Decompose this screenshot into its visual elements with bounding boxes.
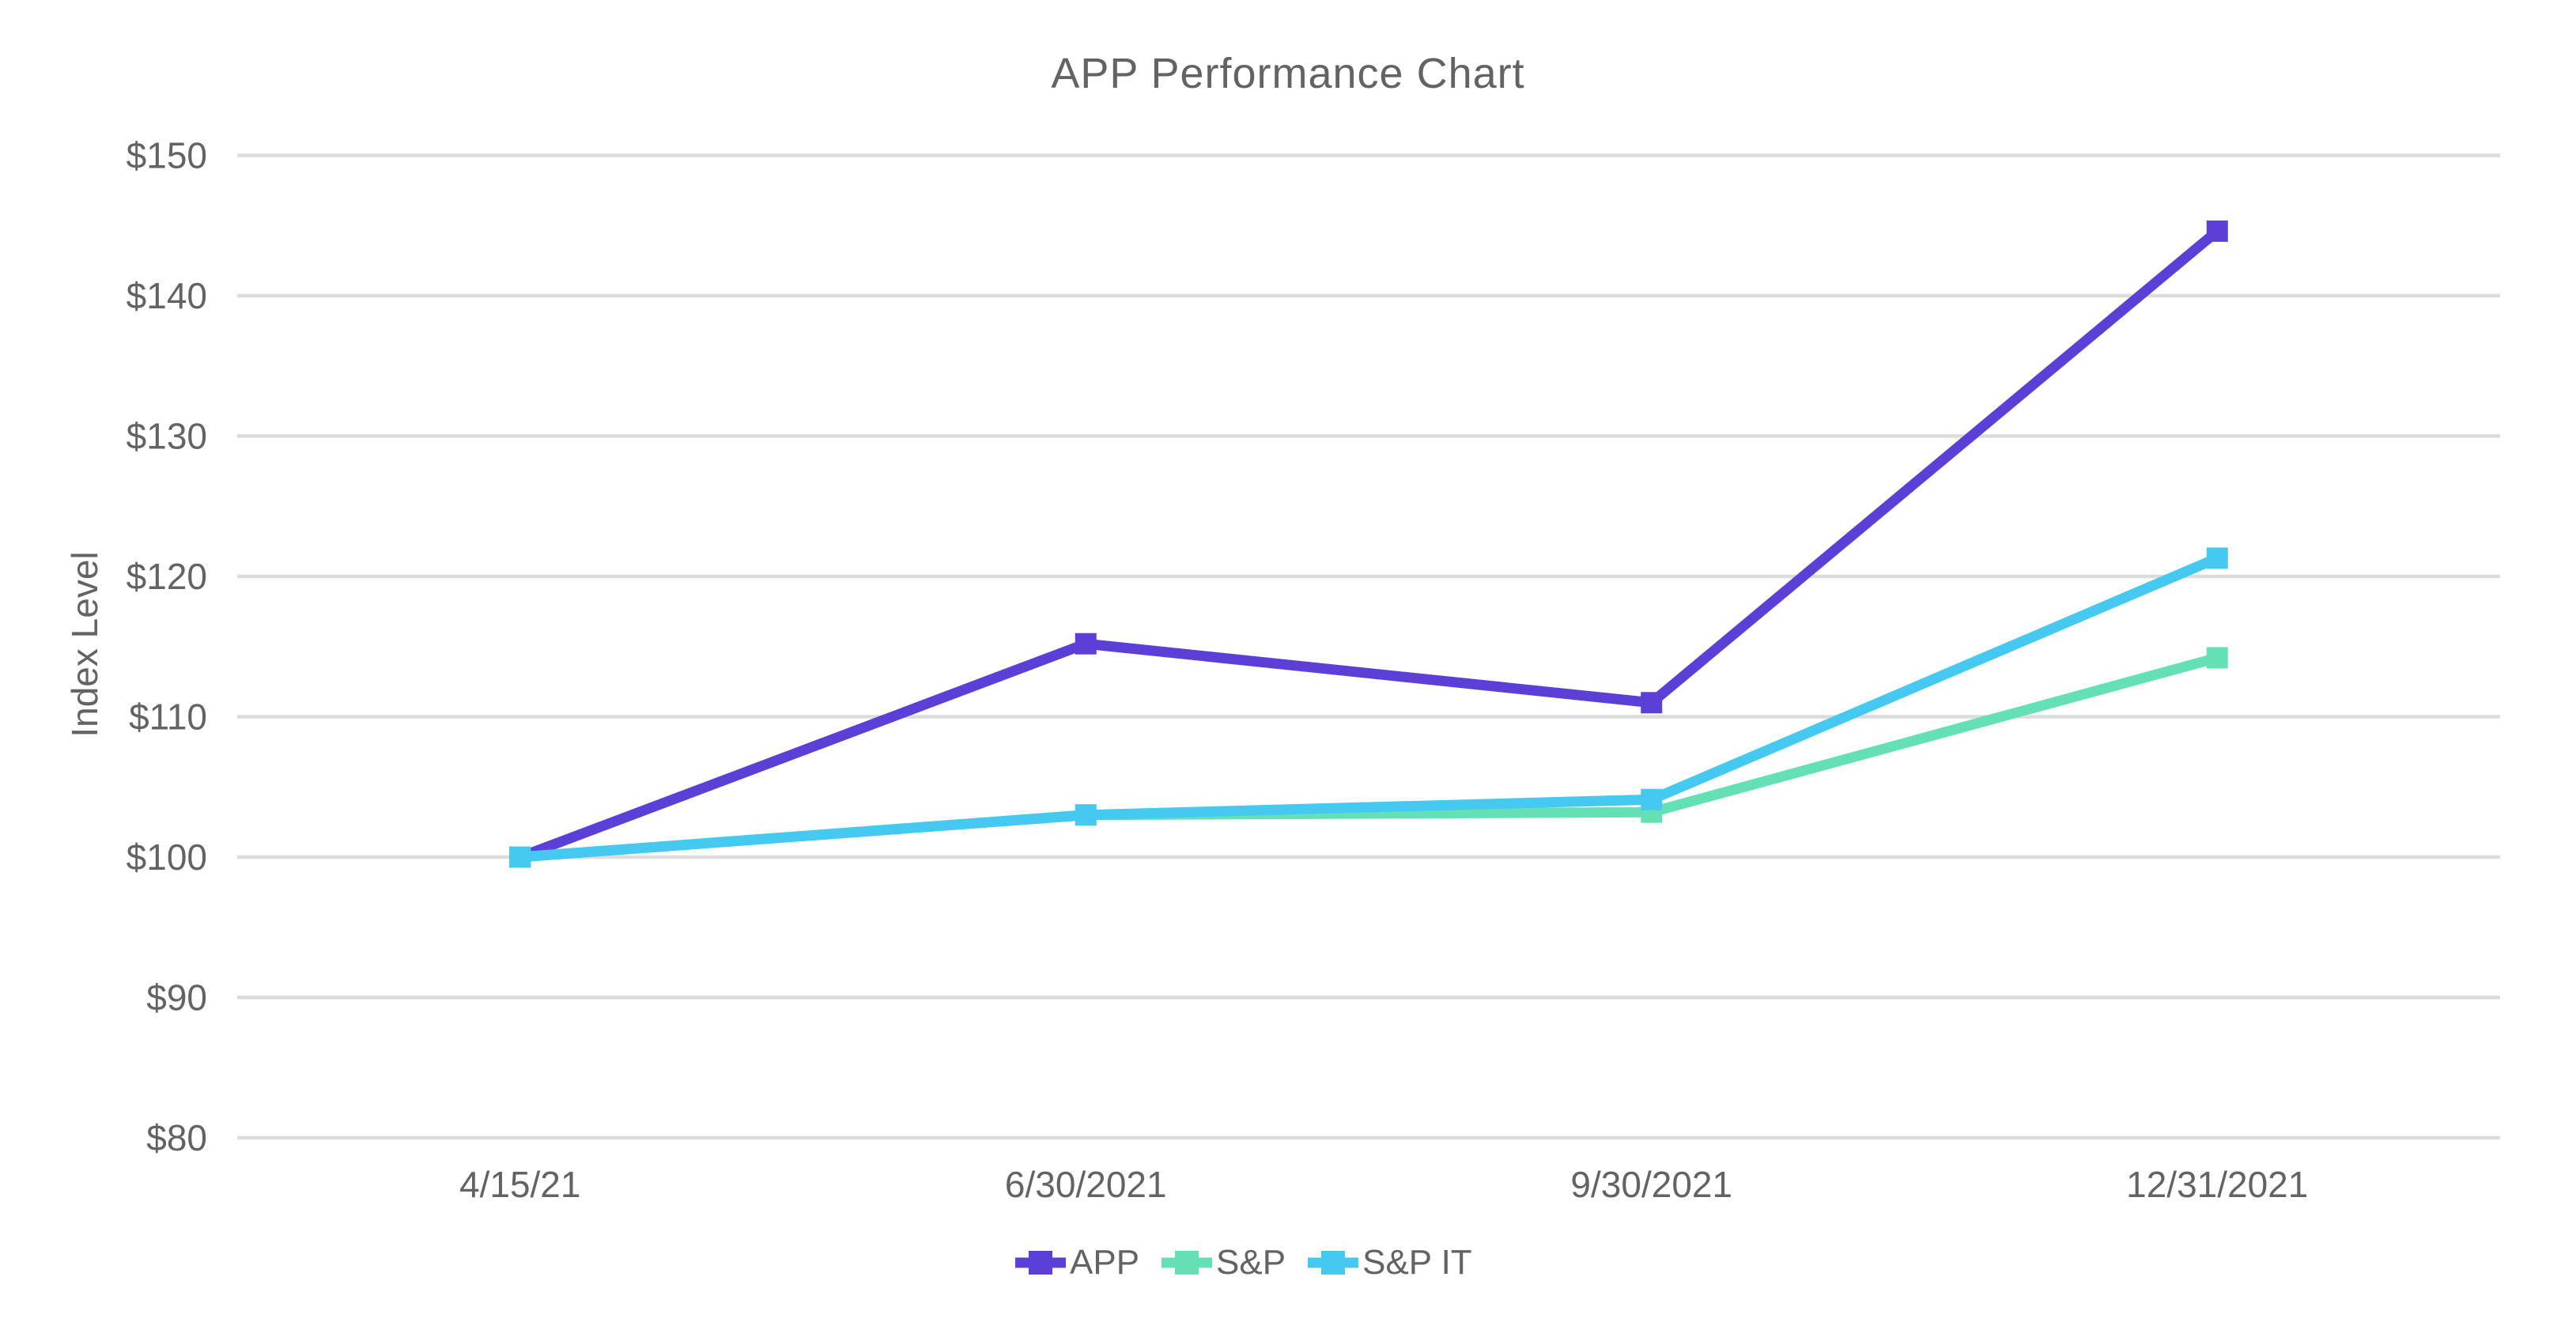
y-tick-label: $150 bbox=[127, 135, 207, 176]
legend-item: S&P IT bbox=[1308, 1243, 1472, 1282]
y-tick-label: $120 bbox=[127, 556, 207, 597]
legend-square bbox=[1321, 1251, 1346, 1275]
chart-title: APP Performance Chart bbox=[1051, 50, 1525, 97]
y-tick-label: $80 bbox=[146, 1117, 207, 1158]
data-point bbox=[2206, 547, 2228, 569]
legend-marker-icon bbox=[1308, 1251, 1359, 1275]
legend-square bbox=[1175, 1251, 1199, 1275]
data-point bbox=[1075, 633, 1097, 655]
legend-item: APP bbox=[1015, 1243, 1139, 1282]
series bbox=[509, 220, 2228, 868]
y-axis-title: Index Level bbox=[64, 551, 105, 737]
legend-label: S&P bbox=[1216, 1243, 1286, 1282]
legend-square bbox=[1029, 1251, 1052, 1275]
series-line bbox=[518, 227, 2221, 863]
x-tick-label: 6/30/2021 bbox=[1005, 1164, 1167, 1205]
data-point bbox=[1641, 788, 1663, 810]
legend-label: S&P IT bbox=[1362, 1243, 1472, 1282]
legend-marker-icon bbox=[1161, 1251, 1213, 1275]
gridlines bbox=[237, 153, 2500, 1140]
x-tick-label: 9/30/2021 bbox=[1570, 1164, 1732, 1205]
data-point bbox=[2206, 220, 2228, 242]
data-point bbox=[2206, 647, 2228, 669]
y-tick-label: $130 bbox=[127, 416, 207, 457]
legend-marker-icon bbox=[1015, 1251, 1066, 1275]
y-tick-label: $110 bbox=[129, 697, 207, 738]
legend-item: S&P bbox=[1161, 1243, 1286, 1282]
x-axis-tick-labels: 4/15/21 6/30/2021 9/30/2021 12/31/2021 bbox=[459, 1164, 2308, 1205]
y-tick-label: $90 bbox=[146, 977, 207, 1018]
y-tick-label: $140 bbox=[127, 275, 207, 316]
y-axis-tick-labels: $150 $140 $130 $120 $110 $100 $90 $80 bbox=[127, 135, 207, 1159]
data-point bbox=[509, 846, 531, 868]
data-point bbox=[1641, 692, 1663, 714]
series-layer bbox=[509, 220, 2228, 868]
series bbox=[509, 547, 2228, 868]
y-tick-label: $100 bbox=[127, 837, 207, 878]
series-line bbox=[519, 553, 2219, 863]
x-tick-label: 4/15/21 bbox=[459, 1164, 580, 1205]
x-tick-label: 12/31/2021 bbox=[2126, 1164, 2308, 1205]
legend-label: APP bbox=[1070, 1243, 1140, 1282]
data-point bbox=[1075, 804, 1097, 826]
legend: APP S&P S&P IT bbox=[1015, 1242, 1472, 1283]
